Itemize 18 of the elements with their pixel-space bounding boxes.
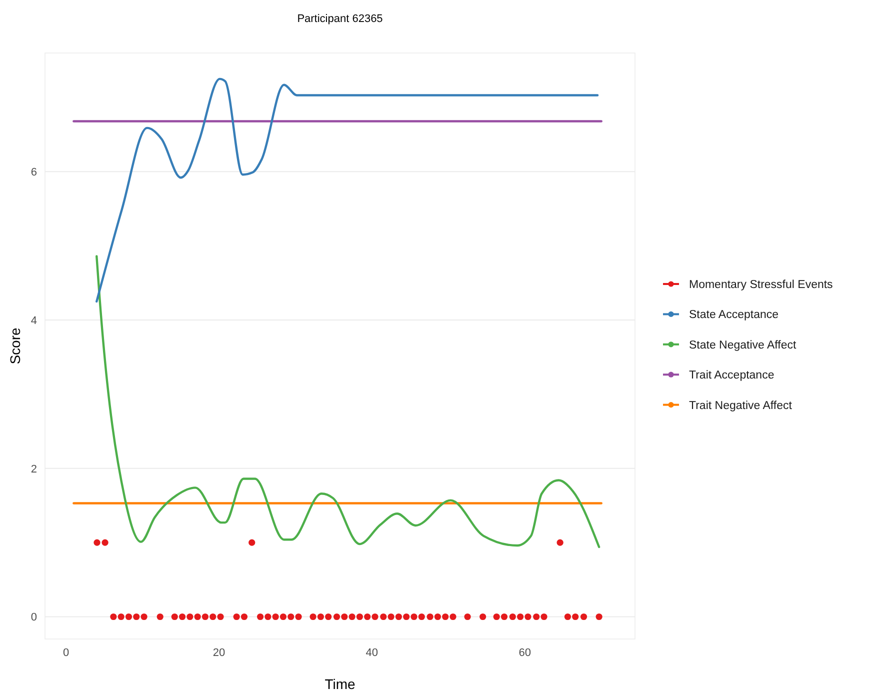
x-tick-label: 40 [366, 647, 378, 659]
line-series [96, 255, 600, 548]
y-tick-label: 2 [30, 463, 37, 476]
y-tick-label: 0 [30, 612, 37, 624]
y-tick-label: 4 [30, 315, 37, 328]
x-axis-title: Time [324, 676, 356, 692]
legend-label: State Negative Affect [689, 339, 797, 352]
y-tick-label: 6 [30, 166, 37, 179]
legend-label: Trait Acceptance [689, 370, 774, 382]
legend-label: State Acceptance [689, 309, 779, 322]
chart-title: Participant 62365 [297, 13, 383, 25]
legend-label: Trait Negative Affect [689, 400, 793, 412]
x-tick-label: 0 [62, 647, 70, 659]
line-series [96, 78, 599, 303]
x-tick-label: 60 [518, 647, 531, 659]
y-axis-title: Score [7, 328, 23, 364]
legend-label: Momentary Stressful Events [689, 279, 834, 291]
x-tick-label: 20 [212, 647, 226, 659]
